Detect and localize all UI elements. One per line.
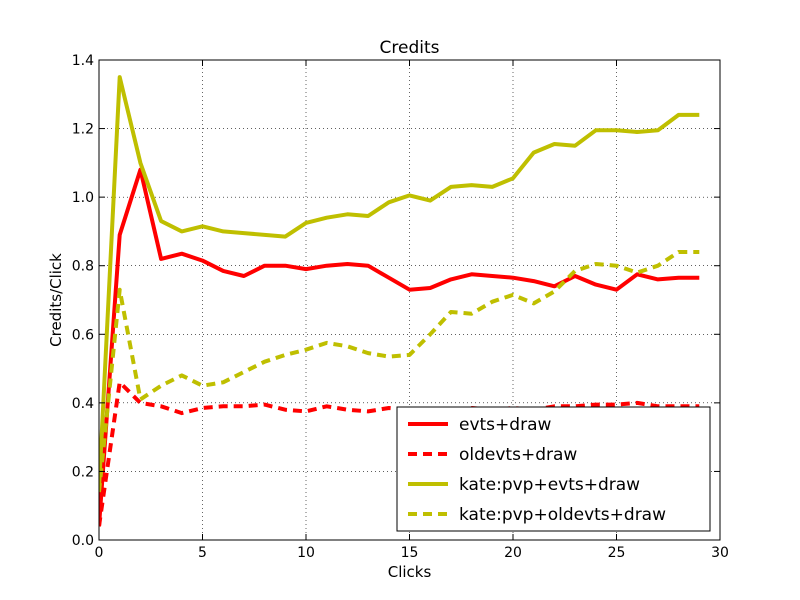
y-tick-label: 0.4 <box>72 396 94 412</box>
chart-title: Credits <box>380 38 440 58</box>
series-line-3 <box>99 75 700 489</box>
y-tick-label: 1.4 <box>72 53 94 69</box>
y-tick-label: 1.2 <box>72 122 94 138</box>
y-tick-label: 0.8 <box>72 259 94 275</box>
legend-box <box>396 406 711 532</box>
legend-label: kate:pvp+oldevts+draw <box>459 505 666 525</box>
legend-label: kate:pvp+evts+draw <box>459 475 640 495</box>
x-tick-label: 15 <box>401 545 419 561</box>
x-axis-label: Clicks <box>388 563 432 581</box>
y-tick-label: 0.2 <box>72 464 94 480</box>
x-tick-label: 0 <box>95 545 104 561</box>
x-tick-label: 5 <box>198 545 207 561</box>
x-tick-label: 20 <box>504 545 522 561</box>
series-line-1 <box>99 167 700 527</box>
y-tick-label: 1.0 <box>72 190 94 206</box>
legend-label: evts+draw <box>459 415 551 435</box>
x-tick-label: 30 <box>711 545 729 561</box>
ticks: 0 5 10 15 20 25 30 0.0 0.2 0.4 0.6 0.8 1.0 1.2 1.4 <box>72 53 729 561</box>
x-tick-label: 10 <box>297 545 315 561</box>
x-tick-label: 25 <box>608 545 626 561</box>
y-axis-label: Credits/Click <box>47 253 65 347</box>
y-tick-label: 0.0 <box>72 533 94 549</box>
legend: evts+draw oldevts+draw kate:pvp+evts+draw k… <box>396 406 711 532</box>
y-tick-label: 0.6 <box>72 327 94 343</box>
legend-label: oldevts+draw <box>459 445 577 465</box>
series-line-4 <box>99 250 700 493</box>
